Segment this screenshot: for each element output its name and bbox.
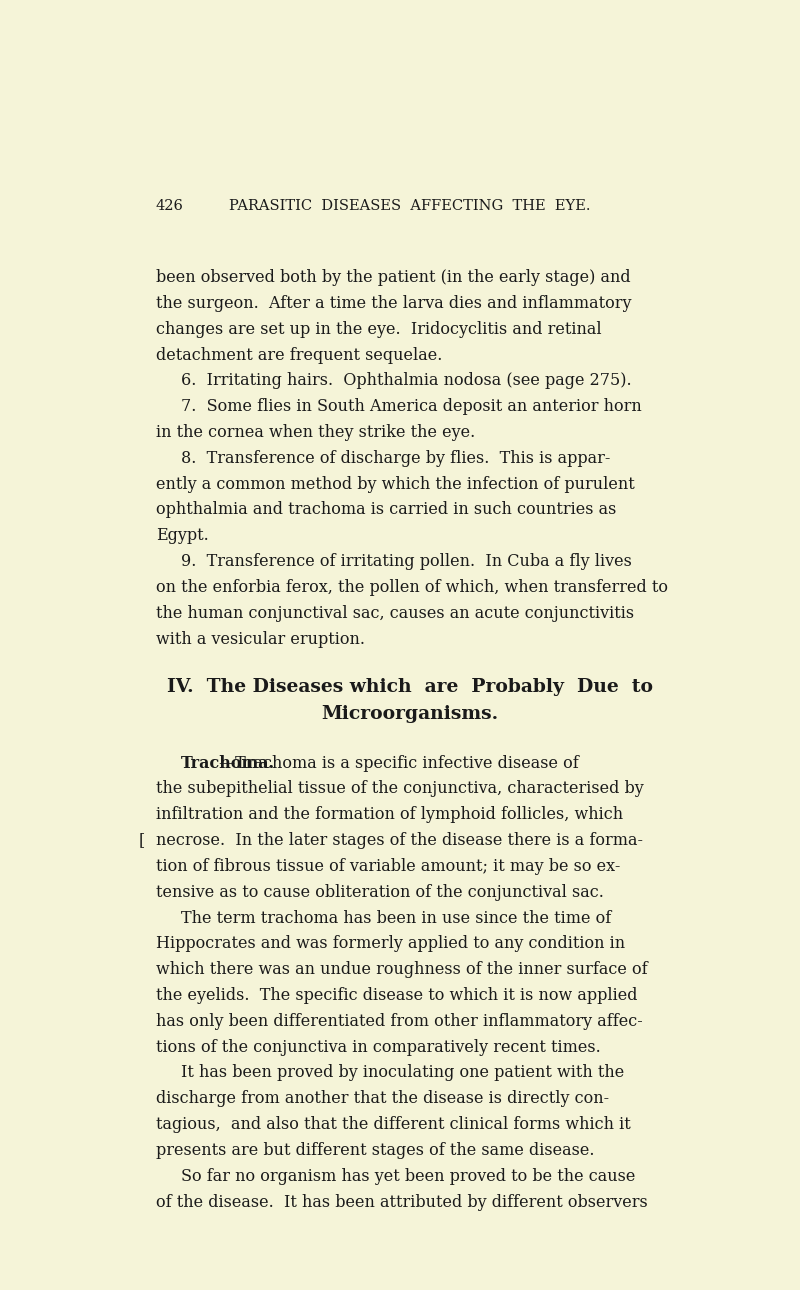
Text: on the enforbia ferox, the pollen of which, when transferred to: on the enforbia ferox, the pollen of whi… bbox=[156, 579, 668, 596]
Text: 9.  Transference of irritating pollen.  In Cuba a fly lives: 9. Transference of irritating pollen. In… bbox=[181, 553, 631, 570]
Text: Egypt.: Egypt. bbox=[156, 528, 209, 544]
Text: the surgeon.  After a time the larva dies and inflammatory: the surgeon. After a time the larva dies… bbox=[156, 295, 631, 312]
Text: with a vesicular eruption.: with a vesicular eruption. bbox=[156, 631, 365, 648]
Text: infiltration and the formation of lymphoid follicles, which: infiltration and the formation of lympho… bbox=[156, 806, 623, 823]
Text: ently a common method by which the infection of purulent: ently a common method by which the infec… bbox=[156, 476, 634, 493]
Text: of the disease.  It has been attributed by different observers: of the disease. It has been attributed b… bbox=[156, 1193, 647, 1210]
Text: tion of fibrous tissue of variable amount; it may be so ex-: tion of fibrous tissue of variable amoun… bbox=[156, 858, 620, 875]
Text: Microorganisms.: Microorganisms. bbox=[322, 706, 498, 724]
Text: been observed both by the patient (in the early stage) and: been observed both by the patient (in th… bbox=[156, 270, 630, 286]
Text: 426: 426 bbox=[156, 200, 184, 214]
Text: changes are set up in the eye.  Iridocyclitis and retinal: changes are set up in the eye. Iridocycl… bbox=[156, 321, 602, 338]
Text: It has been proved by inoculating one patient with the: It has been proved by inoculating one pa… bbox=[181, 1064, 624, 1081]
Text: PARASITIC  DISEASES  AFFECTING  THE  EYE.: PARASITIC DISEASES AFFECTING THE EYE. bbox=[230, 200, 590, 214]
Text: in the cornea when they strike the eye.: in the cornea when they strike the eye. bbox=[156, 424, 475, 441]
Text: the human conjunctival sac, causes an acute conjunctivitis: the human conjunctival sac, causes an ac… bbox=[156, 605, 634, 622]
Text: presents are but different stages of the same disease.: presents are but different stages of the… bbox=[156, 1142, 594, 1158]
Text: which there was an undue roughness of the inner surface of: which there was an undue roughness of th… bbox=[156, 961, 647, 978]
Text: the eyelids.  The specific disease to which it is now applied: the eyelids. The specific disease to whi… bbox=[156, 987, 638, 1004]
Text: Hippocrates and was formerly applied to any condition in: Hippocrates and was formerly applied to … bbox=[156, 935, 625, 952]
Text: the subepithelial tissue of the conjunctiva, characterised by: the subepithelial tissue of the conjunct… bbox=[156, 780, 643, 797]
Text: [: [ bbox=[139, 832, 146, 849]
Text: tensive as to cause obliteration of the conjunctival sac.: tensive as to cause obliteration of the … bbox=[156, 884, 604, 900]
Text: tagious,  and also that the different clinical forms which it: tagious, and also that the different cli… bbox=[156, 1116, 630, 1133]
Text: ophthalmia and trachoma is carried in such countries as: ophthalmia and trachoma is carried in su… bbox=[156, 502, 616, 519]
Text: 7.  Some flies in South America deposit an anterior horn: 7. Some flies in South America deposit a… bbox=[181, 399, 642, 415]
Text: detachment are frequent sequelae.: detachment are frequent sequelae. bbox=[156, 347, 442, 364]
Text: —Trachoma is a specific infective disease of: —Trachoma is a specific infective diseas… bbox=[219, 755, 578, 771]
Text: necrose.  In the later stages of the disease there is a forma-: necrose. In the later stages of the dise… bbox=[156, 832, 643, 849]
Text: 8.  Transference of discharge by flies.  This is appar-: 8. Transference of discharge by flies. T… bbox=[181, 450, 610, 467]
Text: IV.  The Diseases which  are  Probably  Due  to: IV. The Diseases which are Probably Due … bbox=[167, 679, 653, 697]
Text: has only been differentiated from other inflammatory affec-: has only been differentiated from other … bbox=[156, 1013, 642, 1029]
Text: 6.  Irritating hairs.  Ophthalmia nodosa (see page 275).: 6. Irritating hairs. Ophthalmia nodosa (… bbox=[181, 373, 631, 390]
Text: The term trachoma has been in use since the time of: The term trachoma has been in use since … bbox=[181, 909, 611, 926]
Text: tions of the conjunctiva in comparatively recent times.: tions of the conjunctiva in comparativel… bbox=[156, 1038, 601, 1055]
Text: discharge from another that the disease is directly con-: discharge from another that the disease … bbox=[156, 1090, 609, 1107]
Text: So far no organism has yet been proved to be the cause: So far no organism has yet been proved t… bbox=[181, 1167, 635, 1184]
Text: Trachoma.: Trachoma. bbox=[181, 755, 274, 771]
